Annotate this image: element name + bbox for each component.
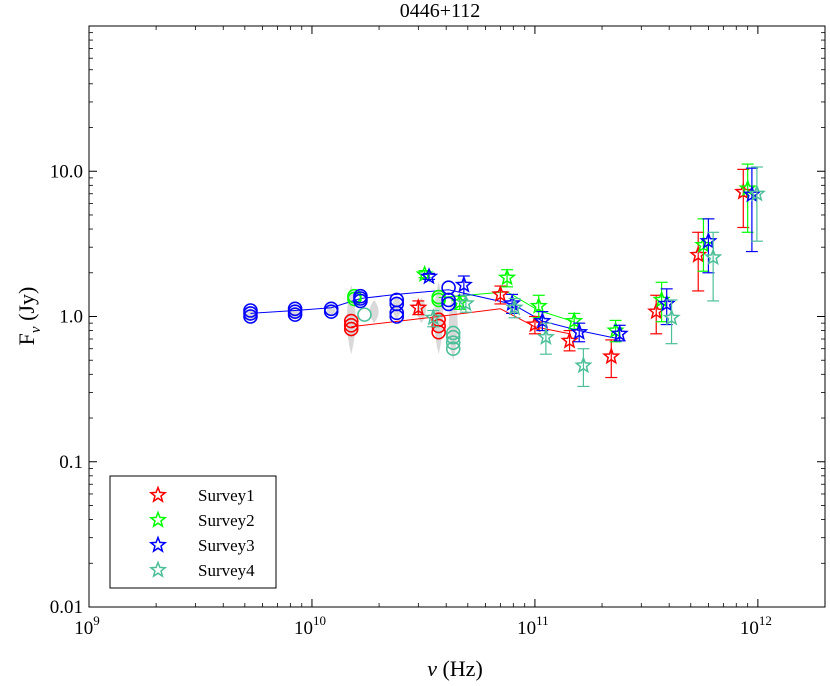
legend-label-survey1: Survey1 [198, 486, 255, 505]
star-point-survey3 [610, 324, 629, 342]
x-tick-label: 1012 [740, 613, 772, 639]
star-point-survey2 [497, 268, 517, 286]
circle-point-survey1 [343, 317, 359, 333]
star-point-survey4 [703, 247, 723, 266]
circle-point-survey3 [441, 280, 456, 295]
circle-point-survey4 [357, 307, 372, 322]
circle-point-survey1 [343, 313, 359, 329]
x-axis-label: ν (Hz) [427, 656, 483, 681]
circle-point-survey3 [243, 303, 258, 318]
chart-title: 0446+112 [400, 0, 481, 22]
circle-point-survey4 [445, 325, 461, 341]
data-markers [243, 163, 766, 388]
legend-marker-survey1 [148, 485, 168, 503]
star-point-survey3 [533, 311, 552, 329]
star-point-survey1 [525, 315, 545, 333]
legend-marker-survey3 [148, 535, 168, 553]
circle-point-survey3 [441, 296, 456, 312]
star-point-survey4 [536, 327, 555, 346]
legend-marker-survey4 [148, 560, 168, 578]
circle-point-survey2 [431, 289, 446, 305]
star-point-survey3 [419, 267, 439, 285]
circle-point-survey3 [353, 288, 368, 304]
y-tick-label: 0.1 [59, 452, 83, 473]
y-tick-label: 10.0 [50, 161, 83, 182]
x-tick-label: 109 [74, 613, 100, 639]
star-point-survey2 [529, 296, 548, 314]
gray-spread-shape [392, 295, 402, 320]
gray-spread-shape [290, 306, 300, 320]
legend-label-survey4: Survey4 [198, 561, 255, 580]
circle-point-survey4 [445, 341, 461, 357]
circle-point-survey3 [389, 296, 405, 312]
x-tick-label: 1011 [517, 613, 549, 639]
star-point-survey4 [662, 308, 681, 326]
star-point-survey3 [570, 322, 589, 340]
series-line-survey3 [250, 289, 620, 340]
gray-spread-shape [369, 299, 379, 324]
star-point-survey4 [456, 293, 476, 312]
y-axis-label: Fν (Jy) [14, 287, 44, 346]
star-point-survey4 [574, 355, 593, 374]
circle-point-survey4 [445, 335, 461, 351]
star-point-survey4 [747, 184, 766, 202]
circle-point-survey3 [389, 292, 405, 308]
star-point-survey1 [491, 284, 510, 303]
y-tick-label: 0.01 [50, 597, 83, 618]
star-point-survey4 [424, 308, 443, 326]
star-point-survey1 [409, 298, 428, 316]
legend-marker-survey2 [148, 510, 168, 528]
legend-label-survey2: Survey2 [198, 511, 255, 530]
x-tick-label: 1010 [294, 613, 326, 639]
star-point-survey3 [502, 293, 522, 312]
legend: Survey1 Survey2 Survey3 Survey4 [109, 475, 277, 589]
axis-ticks: 0.01 0.1 1.0 10.0 109 1010 1011 1012 [50, 26, 826, 639]
star-point-survey3 [699, 231, 718, 250]
circle-point-survey3 [323, 301, 339, 317]
circle-point-survey4 [445, 329, 461, 345]
star-point-survey2 [565, 311, 584, 329]
circle-point-survey1 [343, 321, 359, 337]
legend-box [109, 475, 277, 589]
star-point-survey3 [454, 275, 473, 293]
circle-point-survey3 [287, 301, 303, 317]
circle-point-survey1 [431, 318, 446, 334]
star-point-survey1 [602, 346, 621, 365]
legend-label-survey3: Survey3 [198, 536, 255, 555]
y-tick-label: 1.0 [59, 307, 83, 328]
star-point-survey4 [505, 298, 524, 316]
